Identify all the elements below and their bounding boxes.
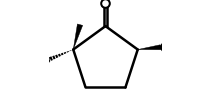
Polygon shape [138, 45, 161, 50]
Circle shape [29, 55, 37, 63]
Polygon shape [73, 25, 83, 50]
Circle shape [101, 0, 110, 9]
